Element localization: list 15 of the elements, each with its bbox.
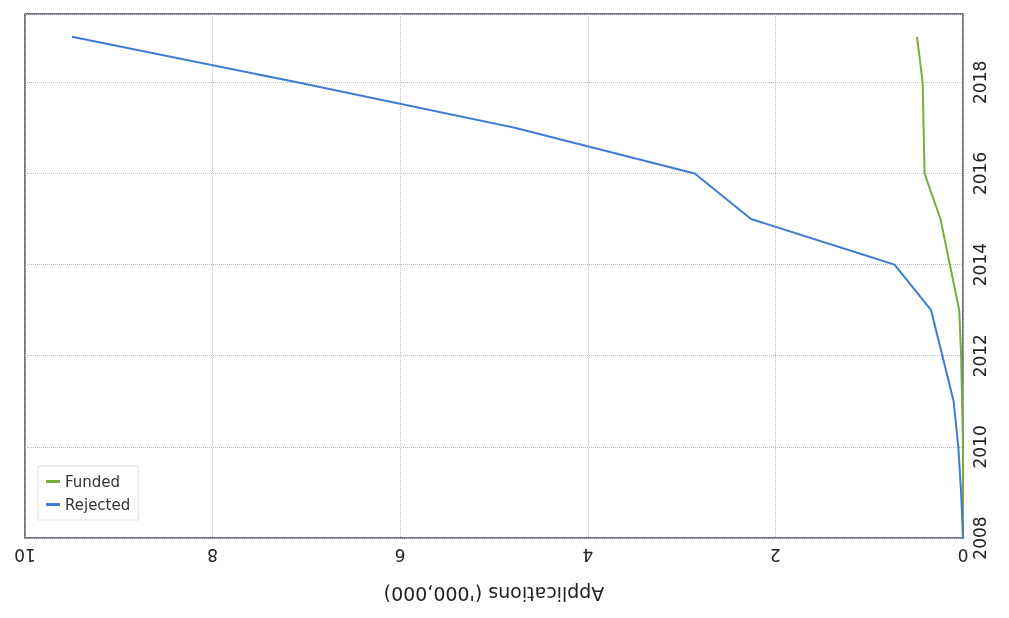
x-tick-label: 8 xyxy=(207,544,219,565)
y-tick-label: 2012 xyxy=(969,334,990,378)
x-tick-label: 10 xyxy=(14,544,36,565)
y-tick-label: 2018 xyxy=(969,60,990,104)
x-axis-title: Applications ('000,000) xyxy=(383,582,605,605)
legend-label: Funded xyxy=(65,472,121,491)
y-tick-label: 2014 xyxy=(969,242,990,287)
y-tick-label: 2016 xyxy=(969,151,990,196)
y-tick-label: 2010 xyxy=(969,425,990,469)
x-tick-label: 0 xyxy=(957,544,969,565)
x-tick-label: 6 xyxy=(394,544,406,565)
legend-label: Rejected xyxy=(65,495,131,514)
x-tick-label: 4 xyxy=(582,544,594,565)
y-tick-label: 2008 xyxy=(969,516,990,560)
x-tick-label: 2 xyxy=(769,544,781,565)
